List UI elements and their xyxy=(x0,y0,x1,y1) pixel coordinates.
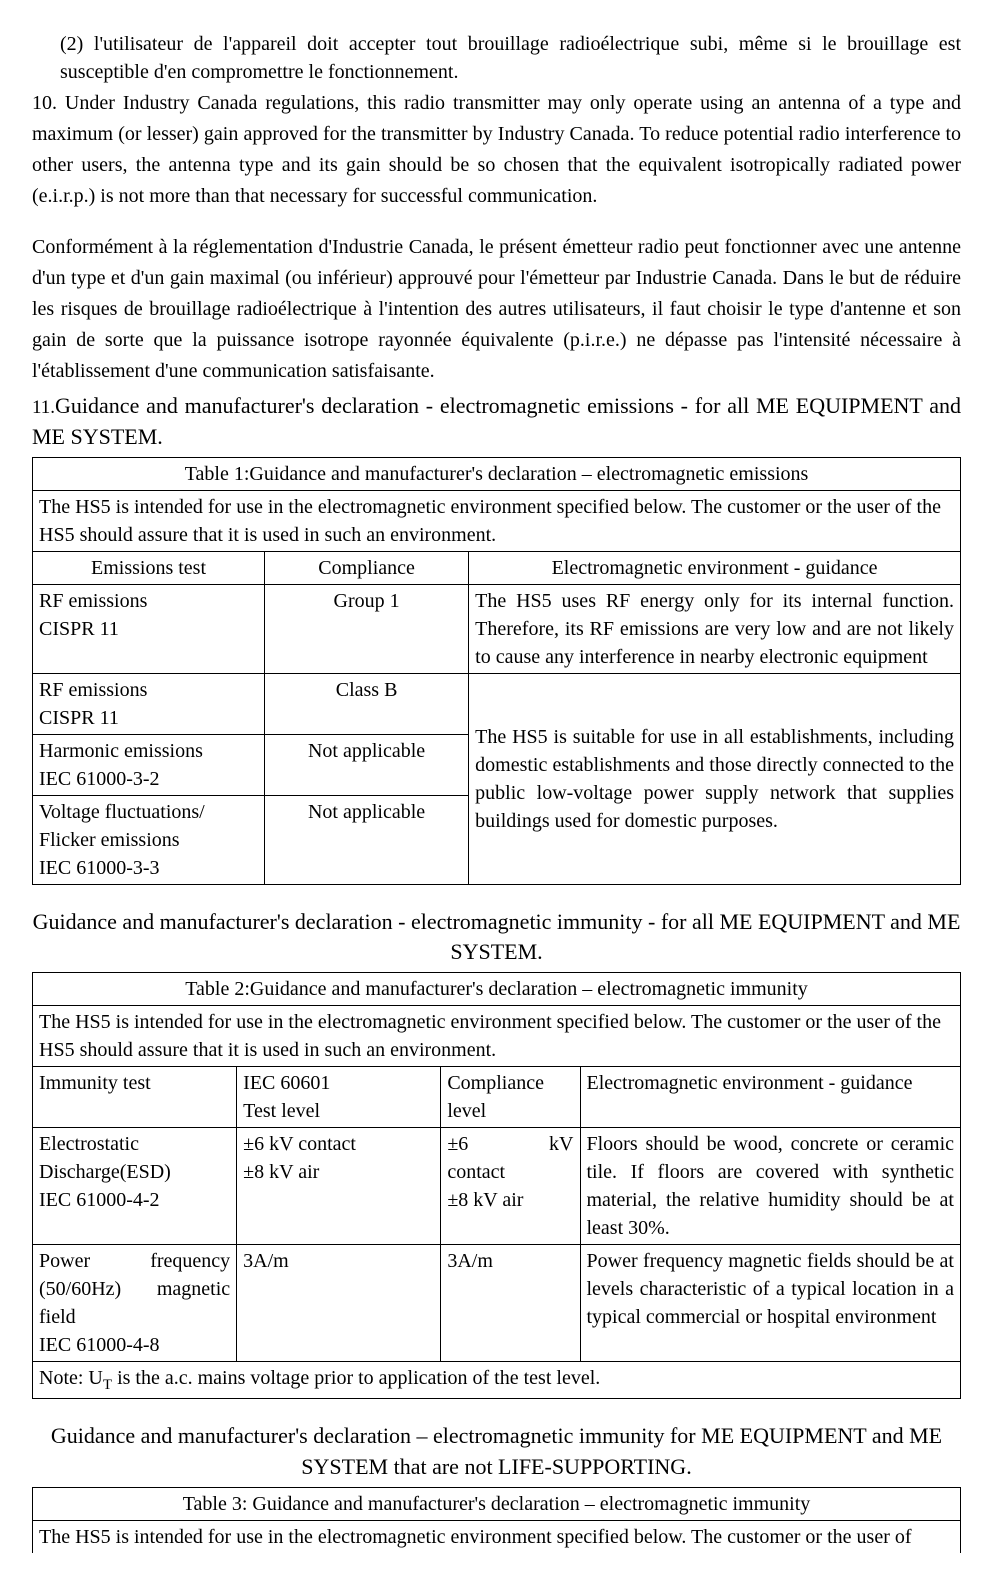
text: field xyxy=(39,1306,76,1328)
text: Power xyxy=(39,1247,90,1275)
text: CISPR 11 xyxy=(39,707,119,729)
text: frequency xyxy=(150,1247,230,1275)
text: Harmonic emissions xyxy=(39,740,203,762)
text: kV xyxy=(549,1130,573,1158)
table-row: RF emissions CISPR 11 Class B The HS5 is… xyxy=(33,673,961,734)
table-2-note: Note: UT is the a.c. mains voltage prior… xyxy=(33,1362,961,1399)
text: Test level xyxy=(243,1100,320,1122)
text: ±6 xyxy=(447,1130,468,1158)
text: ±8 kV air xyxy=(243,1161,319,1183)
subscript: T xyxy=(103,1377,112,1393)
intro-para-3: Conformément à la réglementation d'Indus… xyxy=(32,232,961,387)
table-2-r1-test: Electrostatic Discharge(ESD) IEC 61000-4… xyxy=(33,1128,237,1245)
table-1-intro: The HS5 is intended for use in the elect… xyxy=(33,490,961,551)
table-2-r2-level: 3A/m xyxy=(237,1245,441,1362)
table-2-title: Table 2:Guidance and manufacturer's decl… xyxy=(33,973,961,1006)
table-1-r3-compliance: Not applicable xyxy=(265,734,469,795)
table-3-intro: The HS5 is intended for use in the elect… xyxy=(33,1520,961,1553)
table-3-title: Table 3: Guidance and manufacturer's dec… xyxy=(33,1487,961,1520)
table-1-header-1: Emissions test xyxy=(33,551,265,584)
table-1-r4-test: Voltage fluctuations/ Flicker emissions … xyxy=(33,795,265,884)
text: ±6 kV contact xyxy=(243,1133,356,1155)
text: IEC 60601 xyxy=(243,1072,330,1094)
text: Compliance xyxy=(447,1072,544,1094)
text: RF emissions xyxy=(39,590,147,612)
table-1-r1-guidance: The HS5 uses RF energy only for its inte… xyxy=(469,584,961,673)
table-1-title: Table 1:Guidance and manufacturer's decl… xyxy=(33,457,961,490)
table-1-r3-test: Harmonic emissions IEC 61000-3-2 xyxy=(33,734,265,795)
table-2-r2-test: Power frequency (50/60Hz) magnetic field… xyxy=(33,1245,237,1362)
text: Note: U xyxy=(39,1367,103,1389)
table-1: Table 1:Guidance and manufacturer's decl… xyxy=(32,457,961,885)
section-3-heading: Guidance and manufacturer's declaration … xyxy=(32,1421,961,1483)
table-1-r2-compliance: Class B xyxy=(265,673,469,734)
text: Voltage fluctuations/ xyxy=(39,801,205,823)
table-2-header-3: Compliance level xyxy=(441,1067,580,1128)
section-2-heading: Guidance and manufacturer's declaration … xyxy=(32,907,961,969)
table-2-intro: The HS5 is intended for use in the elect… xyxy=(33,1006,961,1067)
intro-para-1: (2) l'utilisateur de l'appareil doit acc… xyxy=(32,30,961,86)
text: IEC 61000-4-8 xyxy=(39,1334,160,1356)
table-2-r1-level: ±6 kV contact ±8 kV air xyxy=(237,1128,441,1245)
table-row: RF emissions CISPR 11 Group 1 The HS5 us… xyxy=(33,584,961,673)
text: IEC 61000-3-2 xyxy=(39,768,160,790)
text: ±8 kV air xyxy=(447,1189,523,1211)
section-11-text: Guidance and manufacturer's declaration … xyxy=(32,393,961,449)
text: magnetic xyxy=(157,1275,230,1303)
table-2-r1-guidance: Floors should be wood, concrete or ceram… xyxy=(580,1128,961,1245)
table-1-r4-compliance: Not applicable xyxy=(265,795,469,884)
table-2: Table 2:Guidance and manufacturer's decl… xyxy=(32,972,961,1399)
table-row: Electrostatic Discharge(ESD) IEC 61000-4… xyxy=(33,1128,961,1245)
text: Discharge(ESD) xyxy=(39,1161,171,1183)
section-11-heading: 11.Guidance and manufacturer's declarati… xyxy=(32,391,961,453)
table-1-r2-test: RF emissions CISPR 11 xyxy=(33,673,265,734)
table-2-header-4: Electromagnetic environment - guidance xyxy=(580,1067,961,1128)
section-11-prefix: 11. xyxy=(32,397,55,418)
table-1-r1-compliance: Group 1 xyxy=(265,584,469,673)
table-1-header-3: Electromagnetic environment - guidance xyxy=(469,551,961,584)
table-row: Power frequency (50/60Hz) magnetic field… xyxy=(33,1245,961,1362)
table-2-r1-comp: ±6 kV contact ±8 kV air xyxy=(441,1128,580,1245)
text: Electrostatic xyxy=(39,1133,139,1155)
text: RF emissions xyxy=(39,679,147,701)
text: (50/60Hz) xyxy=(39,1275,121,1303)
text: IEC 61000-3-3 xyxy=(39,857,160,879)
text: Flicker emissions xyxy=(39,829,180,851)
text: level xyxy=(447,1100,486,1122)
table-1-r1-test: RF emissions CISPR 11 xyxy=(33,584,265,673)
text: CISPR 11 xyxy=(39,618,119,640)
intro-para-2: 10. Under Industry Canada regulations, t… xyxy=(32,88,961,212)
table-2-header-2: IEC 60601 Test level xyxy=(237,1067,441,1128)
table-1-merged-guidance: The HS5 is suitable for use in all estab… xyxy=(469,673,961,884)
text: contact xyxy=(447,1161,505,1183)
table-1-header-2: Compliance xyxy=(265,551,469,584)
table-2-header-1: Immunity test xyxy=(33,1067,237,1128)
table-2-r2-guidance: Power frequency magnetic fields should b… xyxy=(580,1245,961,1362)
table-3: Table 3: Guidance and manufacturer's dec… xyxy=(32,1487,961,1553)
text: IEC 61000-4-2 xyxy=(39,1189,160,1211)
text: is the a.c. mains voltage prior to appli… xyxy=(112,1367,600,1389)
table-2-r2-comp: 3A/m xyxy=(441,1245,580,1362)
